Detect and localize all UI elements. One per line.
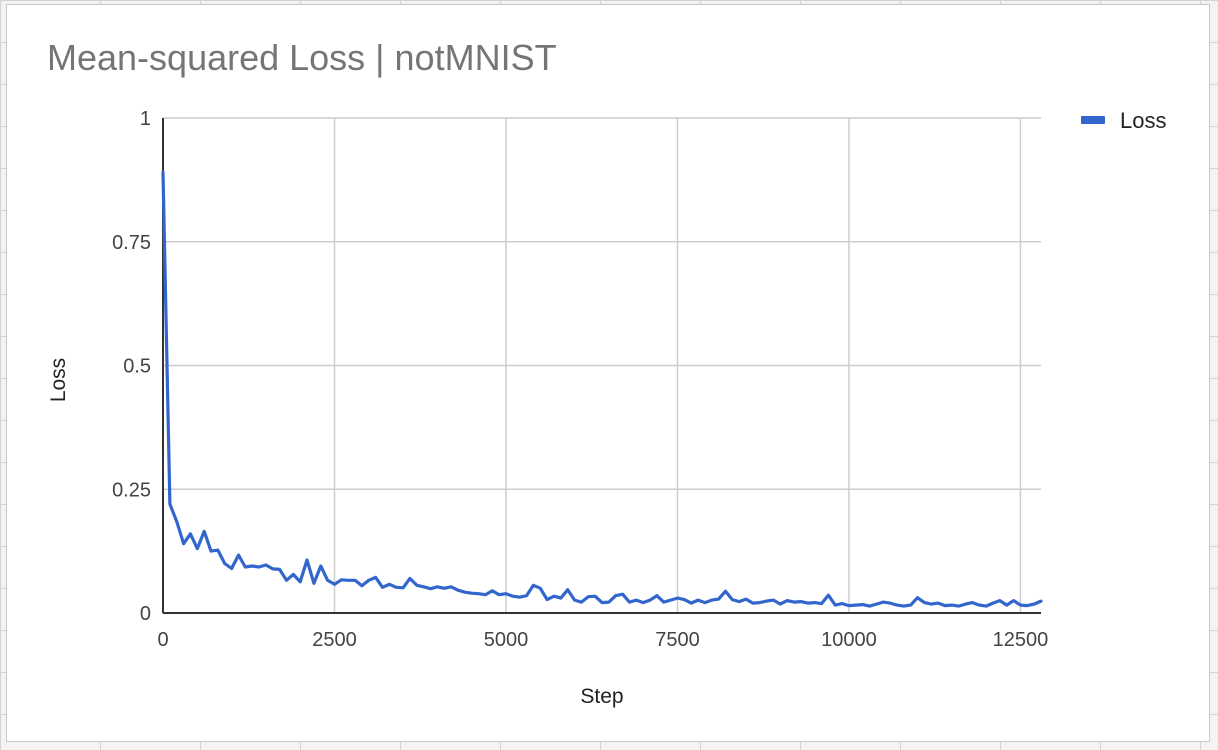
chart-container[interactable]: Mean-squared Loss | notMNIST 0 0.25 0.5 0.7… [6, 4, 1210, 742]
series-layer [161, 170, 1043, 608]
y-tick-label: 0.75 [112, 232, 151, 254]
y-tick-label: 1 [140, 108, 151, 130]
gridlines [163, 117, 1041, 613]
legend-label-loss: Loss [1120, 108, 1166, 133]
legend-swatch-loss [1081, 116, 1105, 124]
y-tick-label: 0.5 [123, 356, 151, 378]
x-tick-label: 12500 [993, 629, 1049, 651]
x-tick-label: 7500 [655, 629, 700, 651]
x-tick-label: 0 [157, 629, 168, 651]
tick-labels: 0 0.25 0.5 0.75 1 0 2500 5000 7500 10000 12500 [112, 108, 1048, 651]
legend[interactable]: Loss [1081, 108, 1166, 133]
y-tick-label: 0 [140, 603, 151, 625]
series-line-loss [161, 170, 1043, 608]
x-axis-title: Step [580, 685, 623, 708]
line-chart: 0 0.25 0.5 0.75 1 0 2500 5000 7500 10000 12500 Ste… [47, 108, 1166, 708]
y-axis-title: Loss [47, 358, 70, 402]
chart-title: Mean-squared Loss | notMNIST [47, 37, 557, 78]
x-tick-label: 2500 [312, 629, 357, 651]
x-tick-label: 10000 [821, 629, 877, 651]
y-tick-label: 0.25 [112, 479, 151, 501]
x-tick-label: 5000 [484, 629, 529, 651]
